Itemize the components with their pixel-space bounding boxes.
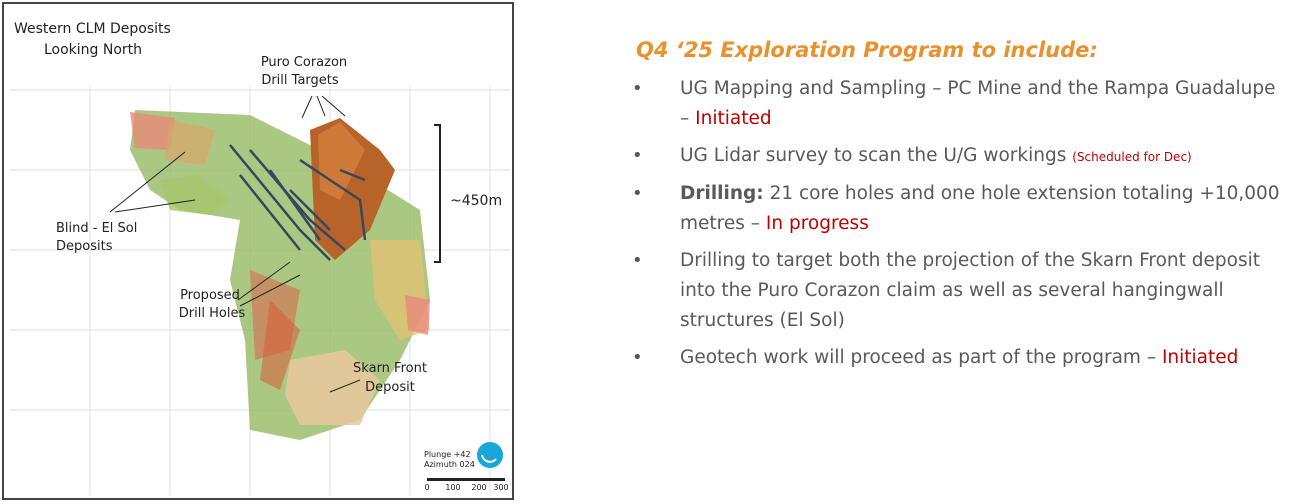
bullet-list: UG Mapping and Sampling – PC Mine and th… [632, 74, 1282, 373]
scale-label: 100 [445, 483, 460, 492]
model-figure: Western CLM Deposits Looking North Puro … [2, 2, 514, 500]
scale-label: 200 [471, 483, 486, 492]
scale-bar [427, 478, 505, 481]
view-label: Azimuth 024 [424, 460, 475, 469]
label: Drill Holes [179, 306, 246, 321]
label: Puro Corazon [261, 55, 347, 70]
label: Proposed [180, 288, 240, 303]
scale-label: 0 [424, 483, 429, 492]
figure-title: Western CLM Deposits [14, 21, 171, 37]
view-label: Plunge +42 [424, 450, 471, 459]
compass-icon [477, 442, 503, 468]
bullet-text: UG Lidar survey to scan the U/G workings [680, 145, 1067, 166]
bullet: UG Mapping and Sampling – PC Mine and th… [632, 74, 1282, 134]
label: Blind - El Sol [56, 221, 137, 236]
label: Skarn Front [353, 361, 427, 376]
deposit-model [130, 110, 430, 440]
label: ~450m [450, 193, 502, 209]
figure-title: Looking North [44, 42, 142, 58]
bullet-text: Geotech work will proceed as part of the… [680, 347, 1157, 368]
bullet-lead: Drilling: [680, 183, 764, 204]
bullet: Geotech work will proceed as part of the… [632, 343, 1282, 373]
bullet: Drilling: 21 core holes and one hole ext… [632, 179, 1282, 239]
label: Drill Targets [261, 73, 339, 88]
label: Deposits [56, 239, 113, 254]
program: Q4 ‘25 Exploration Program to include: U… [632, 38, 1282, 380]
status: In progress [765, 213, 869, 234]
bullet: UG Lidar survey to scan the U/G workings… [632, 141, 1282, 172]
status: Initiated [1161, 347, 1239, 368]
status: Initiated [695, 108, 772, 129]
bullet-text: Drilling to target both the projection o… [680, 250, 1260, 331]
note: (Scheduled for Dec) [1072, 150, 1192, 164]
bullet-text: UG Mapping and Sampling – PC Mine and th… [680, 78, 1276, 129]
program-title: Q4 ‘25 Exploration Program to include: [636, 38, 1098, 62]
bullet-text: 21 core holes and one hole extension tot… [680, 183, 1280, 234]
annotations [109, 95, 441, 393]
scale-label: 300 [493, 483, 508, 492]
label: Deposit [365, 380, 415, 395]
bullet: Drilling to target both the projection o… [632, 246, 1282, 336]
